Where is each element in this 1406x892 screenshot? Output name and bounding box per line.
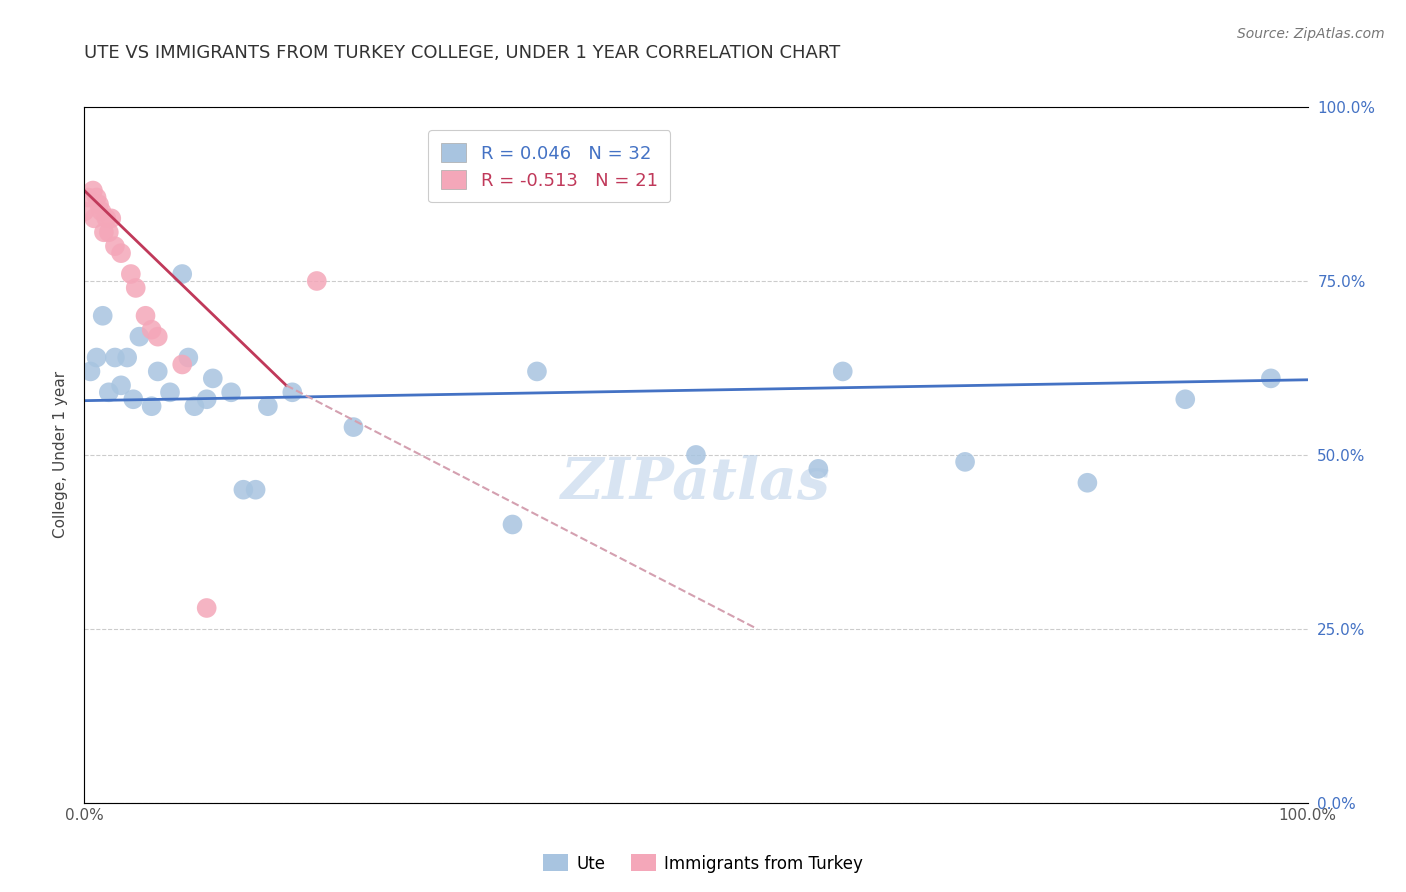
Point <box>159 385 181 400</box>
Point <box>110 378 132 392</box>
Legend: Ute, Immigrants from Turkey: Ute, Immigrants from Turkey <box>537 847 869 880</box>
Point <box>83 211 105 226</box>
Point <box>90 204 112 219</box>
Text: ZIPatlas: ZIPatlas <box>561 455 831 511</box>
Point <box>125 281 148 295</box>
Point <box>183 399 205 413</box>
Point <box>96 211 118 226</box>
Point <box>104 239 127 253</box>
Point <box>257 399 280 413</box>
Point <box>86 351 108 365</box>
Point <box>128 329 150 343</box>
Point <box>685 448 707 462</box>
Point <box>82 184 104 198</box>
Text: Source: ZipAtlas.com: Source: ZipAtlas.com <box>1237 27 1385 41</box>
Point <box>953 455 976 469</box>
Point <box>177 351 200 365</box>
Point <box>100 211 122 226</box>
Point <box>141 323 163 337</box>
Point <box>1174 392 1197 407</box>
Point <box>219 385 242 400</box>
Point <box>195 392 218 407</box>
Text: UTE VS IMMIGRANTS FROM TURKEY COLLEGE, UNDER 1 YEAR CORRELATION CHART: UTE VS IMMIGRANTS FROM TURKEY COLLEGE, U… <box>84 45 841 62</box>
Point <box>502 517 524 532</box>
Point <box>526 364 548 378</box>
Point <box>141 399 163 413</box>
Point <box>201 371 224 385</box>
Point <box>77 190 100 204</box>
Point <box>1076 475 1098 490</box>
Point <box>831 364 853 378</box>
Point <box>73 204 96 219</box>
Legend: R = 0.046   N = 32, R = -0.513   N = 21: R = 0.046 N = 32, R = -0.513 N = 21 <box>429 130 671 202</box>
Point <box>172 358 194 372</box>
Point <box>87 197 110 211</box>
Point <box>305 274 328 288</box>
Point <box>120 267 142 281</box>
Point <box>115 351 138 365</box>
Point <box>97 225 120 239</box>
Point <box>146 364 169 378</box>
Point <box>281 385 304 400</box>
Point <box>93 225 115 239</box>
Point <box>807 462 830 476</box>
Point <box>1260 371 1282 385</box>
Point <box>122 392 145 407</box>
Point <box>342 420 364 434</box>
Point <box>172 267 194 281</box>
Point <box>104 351 127 365</box>
Y-axis label: College, Under 1 year: College, Under 1 year <box>53 371 69 539</box>
Point <box>110 246 132 260</box>
Point <box>232 483 254 497</box>
Point <box>79 364 101 378</box>
Point <box>91 309 114 323</box>
Point <box>245 483 267 497</box>
Point <box>135 309 157 323</box>
Point <box>146 329 169 343</box>
Point <box>97 385 120 400</box>
Point <box>195 601 218 615</box>
Point <box>86 190 108 204</box>
